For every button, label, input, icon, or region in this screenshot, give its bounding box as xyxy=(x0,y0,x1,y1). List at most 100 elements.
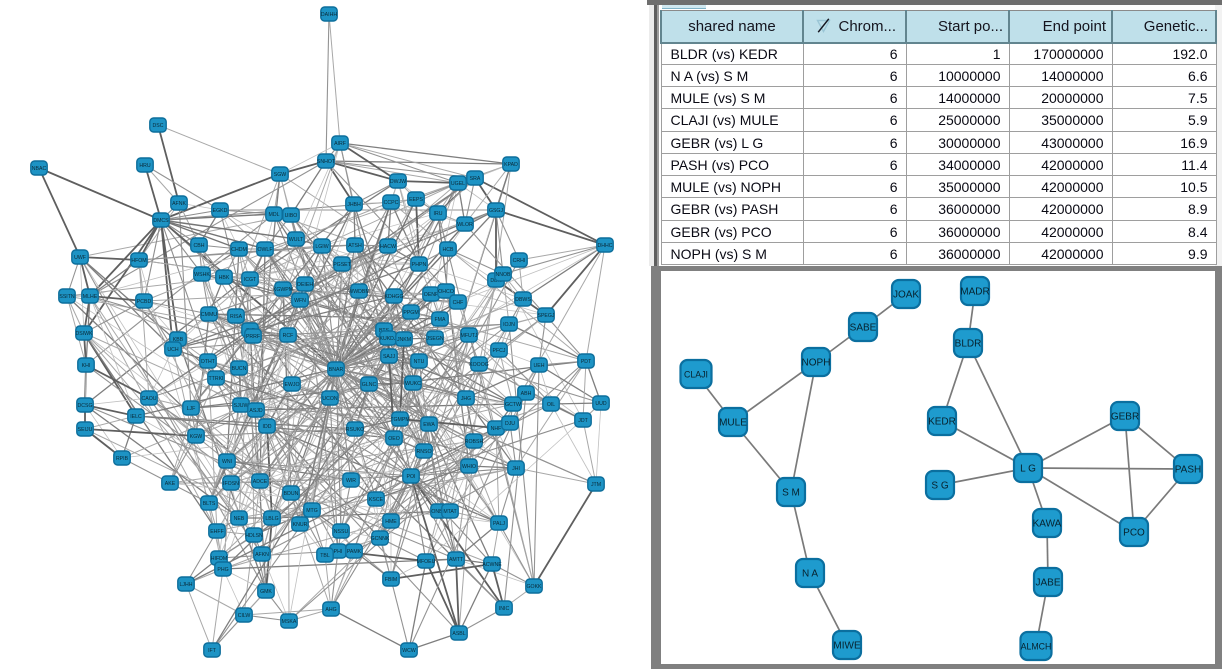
svg-text:JHBH: JHBH xyxy=(347,202,361,208)
svg-text:SAJJ: SAJJ xyxy=(383,354,396,360)
svg-text:TGMPM: TGMPM xyxy=(390,417,409,423)
svg-text:HIFDM: HIFDM xyxy=(211,556,227,562)
svg-text:AIRF: AIRF xyxy=(334,141,346,147)
svg-text:NHF: NHF xyxy=(491,426,502,432)
svg-text:RCF: RCF xyxy=(283,333,294,339)
svg-text:DJU: DJU xyxy=(505,421,515,427)
svg-text:CRHI: CRHI xyxy=(513,258,526,264)
svg-text:LBLG: LBLG xyxy=(265,516,278,522)
svg-text:JDT: JDT xyxy=(578,418,588,424)
svg-text:MADR: MADR xyxy=(960,287,989,298)
svg-text:LJHH: LJHH xyxy=(180,582,193,588)
svg-text:BLTS: BLTS xyxy=(203,501,216,507)
svg-text:DSIWK: DSIWK xyxy=(75,331,93,337)
svg-text:PAMK: PAMK xyxy=(347,549,362,555)
svg-text:FMA: FMA xyxy=(435,317,446,323)
svg-text:CCPC: CCPC xyxy=(384,200,399,206)
svg-text:OHCO: OHCO xyxy=(438,289,454,295)
svg-text:EEPS: EEPS xyxy=(409,197,423,203)
svg-text:WIR: WIR xyxy=(346,478,356,484)
svg-text:KGW: KGW xyxy=(190,434,202,440)
svg-text:KOOOG: KOOOG xyxy=(469,362,489,368)
svg-text:KEDR: KEDR xyxy=(928,417,956,428)
svg-text:DMCS: DMCS xyxy=(153,218,169,224)
svg-text:PHI: PHI xyxy=(334,549,343,555)
svg-text:MDL: MDL xyxy=(269,212,280,218)
svg-text:TBL: TBL xyxy=(320,553,330,559)
svg-text:GOKK: GOKK xyxy=(527,584,543,590)
svg-text:SPEGJ: SPEGJ xyxy=(537,313,554,319)
svg-text:WLOR: WLOR xyxy=(457,222,473,228)
svg-text:IFT: IFT xyxy=(208,648,217,654)
svg-text:MTAT: MTAT xyxy=(443,509,457,515)
svg-text:CHF: CHF xyxy=(453,300,464,306)
svg-text:CBH: CBH xyxy=(194,243,205,249)
svg-text:ABH: ABH xyxy=(521,391,532,397)
svg-text:HRU: HRU xyxy=(139,163,150,169)
svg-text:DSC: DSC xyxy=(153,123,164,129)
svg-text:DWJW: DWJW xyxy=(390,179,406,185)
svg-text:JTM: JTM xyxy=(591,482,601,488)
svg-text:CILW: CILW xyxy=(238,613,251,619)
svg-text:ICGT: ICGT xyxy=(244,277,257,283)
svg-text:UCH: UCH xyxy=(167,347,178,353)
svg-text:DCSG: DCSG xyxy=(78,403,93,409)
svg-text:ALMCH: ALMCH xyxy=(1021,642,1052,652)
svg-text:IDD: IDD xyxy=(263,424,272,430)
svg-text:NTU: NTU xyxy=(414,359,425,365)
svg-text:OEO: OEO xyxy=(388,436,400,442)
svg-text:KAWA: KAWA xyxy=(1033,519,1062,530)
svg-text:MSKA: MSKA xyxy=(282,619,297,625)
svg-text:S M: S M xyxy=(782,488,800,499)
svg-text:WULT: WULT xyxy=(289,237,304,243)
svg-text:PPGM: PPGM xyxy=(403,310,418,316)
svg-text:ATSH: ATSH xyxy=(348,243,362,249)
svg-text:HACW: HACW xyxy=(380,244,396,250)
svg-text:JOAK: JOAK xyxy=(893,290,919,301)
svg-text:LJF: LJF xyxy=(187,406,196,412)
svg-text:PDT: PDT xyxy=(581,359,592,365)
svg-text:ACWNE: ACWNE xyxy=(482,562,502,568)
svg-text:HCB: HCB xyxy=(443,247,454,253)
svg-text:OENF: OENF xyxy=(424,292,438,298)
svg-text:INIC: INIC xyxy=(499,606,510,612)
svg-text:NNOB: NNOB xyxy=(496,272,512,278)
svg-text:PASH: PASH xyxy=(1175,465,1202,476)
svg-text:AKE: AKE xyxy=(165,481,176,487)
svg-text:BDUN: BDUN xyxy=(284,491,299,497)
svg-text:KPAD: KPAD xyxy=(504,162,518,168)
svg-text:JHG: JHG xyxy=(461,396,471,402)
svg-text:UEH: UEH xyxy=(534,363,545,369)
svg-text:SGW: SGW xyxy=(274,172,286,178)
svg-text:MTG: MTG xyxy=(306,508,318,514)
svg-text:DTHT: DTHT xyxy=(201,359,216,365)
svg-text:S G: S G xyxy=(931,481,948,492)
svg-text:FBIM: FBIM xyxy=(385,577,397,583)
svg-text:HDLSN: HDLSN xyxy=(245,533,263,539)
svg-text:TTRKI: TTRKI xyxy=(209,376,224,382)
svg-text:IELC: IELC xyxy=(130,414,142,420)
svg-text:PFCJ: PFCJ xyxy=(493,348,506,354)
svg-text:JSEGN: JSEGN xyxy=(426,336,444,342)
svg-text:NBAC: NBAC xyxy=(32,166,47,172)
svg-text:PCBD: PCBD xyxy=(137,299,152,305)
svg-text:CLAJI: CLAJI xyxy=(684,370,708,380)
svg-text:RISA: RISA xyxy=(230,314,243,320)
svg-text:PHPN: PHPN xyxy=(412,262,427,268)
svg-text:HFOM: HFOM xyxy=(131,258,146,264)
svg-text:NOPH: NOPH xyxy=(802,358,831,369)
svg-text:IOJN: IOJN xyxy=(503,322,515,328)
svg-text:GMK: GMK xyxy=(260,589,272,595)
svg-text:HBK: HBK xyxy=(219,275,230,281)
svg-text:ONBG: ONBG xyxy=(431,509,446,515)
svg-text:EHFF: EHFF xyxy=(210,529,224,535)
svg-text:CHDM: CHDM xyxy=(231,247,247,253)
svg-text:AMTT: AMTT xyxy=(449,557,464,563)
svg-text:AFNK: AFNK xyxy=(172,201,186,207)
svg-text:GSGJ: GSGJ xyxy=(489,208,504,214)
svg-text:GEBR: GEBR xyxy=(1111,412,1139,423)
svg-text:CAOU: CAOU xyxy=(142,396,157,402)
svg-text:UUD: UUD xyxy=(595,401,606,407)
svg-text:PALJ: PALJ xyxy=(493,521,505,527)
svg-text:UWF: UWF xyxy=(74,255,86,261)
